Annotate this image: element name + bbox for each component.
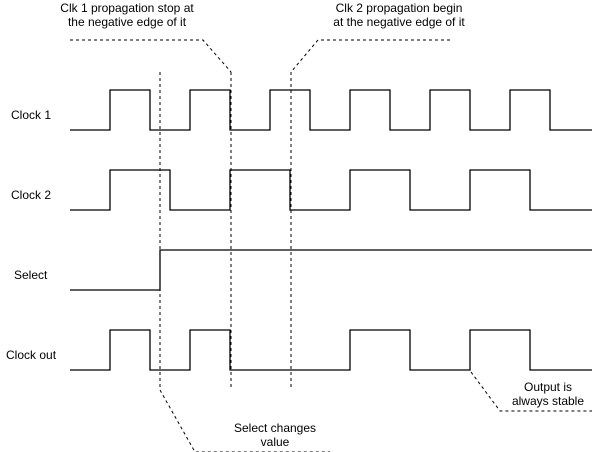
select-changes-annotation: Select changes value (234, 421, 316, 449)
clk2-begin-annotation: Clk 2 propagation begin at the negative … (333, 1, 465, 29)
clk1-stop-line1: Clk 1 propagation stop at (60, 1, 194, 15)
clock1-waveform (70, 89, 592, 131)
select-waveform (70, 249, 592, 291)
clk2-begin-line1: Clk 2 propagation begin (336, 1, 463, 15)
output-stable-annotation: Output is always stable (512, 380, 584, 408)
clock2-label: Clock 2 (11, 188, 51, 202)
clk2-begin-line2: at the negative edge of it (333, 15, 465, 29)
output-stable-line1: Output is (524, 380, 572, 394)
select-changes-line2: value (261, 435, 290, 449)
clock1-label: Clock 1 (11, 108, 51, 122)
output-stable-line2: always stable (512, 394, 584, 408)
clk1-stop-line2: the negative edge of it (68, 15, 187, 29)
clk1-stop-leader (70, 39, 232, 73)
output-stable-leader (470, 371, 592, 412)
clockout-label: Clock out (6, 348, 57, 362)
clock2-waveform (70, 169, 592, 211)
select-label: Select (14, 268, 48, 282)
select-changes-line1: Select changes (234, 421, 316, 435)
clockout-waveform (70, 329, 592, 371)
clk1-stop-annotation: Clk 1 propagation stop at the negative e… (60, 1, 194, 29)
clk2-begin-leader (290, 39, 450, 73)
